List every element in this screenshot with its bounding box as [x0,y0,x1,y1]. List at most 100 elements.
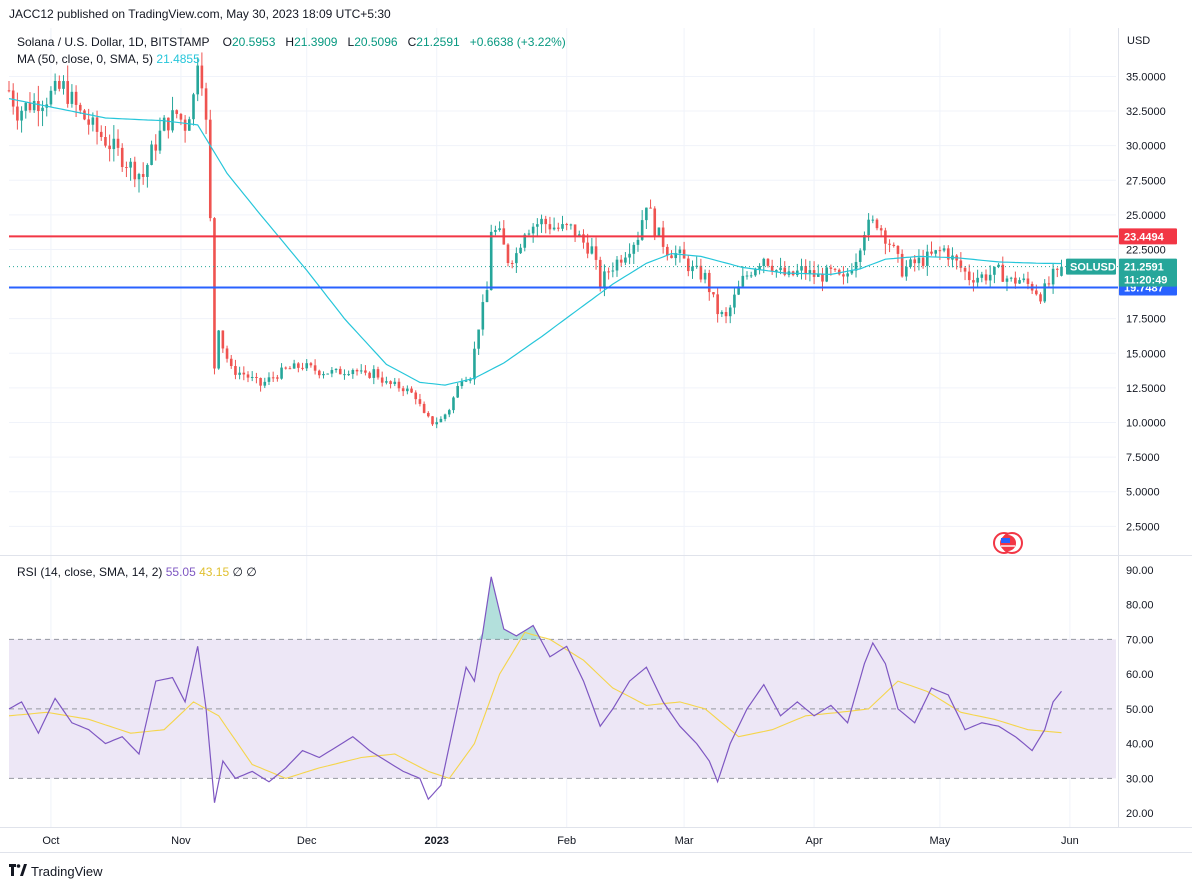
candle-body[interactable] [896,245,900,254]
candle-body[interactable] [586,242,589,254]
candle-body[interactable] [305,363,309,369]
candle-body[interactable] [188,119,191,131]
candle-body[interactable] [410,388,413,393]
candle-body[interactable] [158,130,162,151]
candle-body[interactable] [716,294,719,315]
candle-body[interactable] [62,81,65,89]
candle-body[interactable] [569,224,573,226]
candle-body[interactable] [863,235,866,251]
candle-body[interactable] [1060,266,1063,276]
candle-body[interactable] [338,368,342,375]
candle-body[interactable] [959,260,963,268]
candle-body[interactable] [544,218,548,225]
candle-body[interactable] [225,348,229,359]
candle-body[interactable] [909,259,912,267]
candle-body[interactable] [926,251,929,266]
candle-body[interactable] [326,373,329,375]
candle-body[interactable] [770,265,774,272]
candle-body[interactable] [439,418,443,423]
candle-body[interactable] [619,259,623,263]
candle-body[interactable] [489,231,493,291]
candle-body[interactable] [246,374,250,378]
candle-body[interactable] [20,110,23,121]
candle-body[interactable] [309,363,313,366]
candle-body[interactable] [104,137,107,146]
candle-body[interactable] [58,80,61,89]
candle-body[interactable] [66,81,70,104]
candle-body[interactable] [238,372,241,375]
candle-body[interactable] [406,388,409,392]
candle-body[interactable] [112,138,116,150]
candle-body[interactable] [934,250,937,254]
candle-body[interactable] [418,399,422,404]
candle-body[interactable] [108,145,111,150]
candle-body[interactable] [699,265,703,280]
candle-body[interactable] [473,348,476,380]
candle-body[interactable] [99,131,103,138]
candle-body[interactable] [695,265,698,267]
candle-body[interactable] [682,249,686,259]
rsi-legend[interactable]: RSI (14, close, SMA, 14, 2) 55.05 43.15 … [17,565,257,579]
candle-body[interactable] [527,233,531,235]
candle-body[interactable] [485,290,489,303]
candle-body[interactable] [590,246,594,254]
candle-body[interactable] [456,386,459,398]
candle-body[interactable] [116,138,120,148]
candle-body[interactable] [837,269,841,275]
candle-body[interactable] [972,280,975,283]
candle-body[interactable] [573,224,577,237]
candle-body[interactable] [452,397,455,411]
candle-body[interactable] [355,370,359,372]
candle-body[interactable] [347,374,350,376]
currency-label[interactable]: USD [1127,35,1151,47]
candle-body[interactable] [674,253,678,259]
candle-body[interactable] [640,220,644,240]
candle-body[interactable] [217,330,220,369]
candle-body[interactable] [7,90,11,92]
candle-body[interactable] [288,368,292,370]
candle-body[interactable] [842,274,845,277]
candle-body[interactable] [963,267,967,272]
candle-body[interactable] [443,414,447,419]
candle-body[interactable] [171,110,174,131]
candle-body[interactable] [565,224,568,226]
candle-body[interactable] [741,275,745,287]
candle-body[interactable] [183,119,187,131]
candle-body[interactable] [276,377,279,379]
candle-body[interactable] [150,144,153,165]
candle-body[interactable] [854,261,858,271]
candle-body[interactable] [250,376,254,378]
candle-body[interactable] [1005,278,1009,282]
candle-body[interactable] [175,110,179,114]
candle-body[interactable] [938,250,942,252]
candle-body[interactable] [686,258,690,272]
candle-body[interactable] [24,102,28,111]
candle-body[interactable] [32,101,36,111]
candle-body[interactable] [519,247,522,254]
candle-body[interactable] [1022,278,1026,281]
candle-body[interactable] [993,266,996,275]
candle-body[interactable] [540,218,543,225]
candle-body[interactable] [431,416,434,425]
candle-body[interactable] [921,257,925,266]
candle-body[interactable] [749,275,753,277]
candle-body[interactable] [858,250,862,262]
candle-body[interactable] [800,266,803,271]
candle-body[interactable] [263,381,267,386]
candle-body[interactable] [37,101,40,112]
candle-body[interactable] [628,253,631,258]
candle-body[interactable] [49,90,53,105]
candle-body[interactable] [460,381,464,387]
candle-body[interactable] [284,367,288,369]
candle-body[interactable] [733,294,736,308]
candle-body[interactable] [728,307,732,317]
candle-body[interactable] [468,379,472,381]
candle-body[interactable] [154,144,158,151]
candle-body[interactable] [146,164,149,177]
candle-body[interactable] [657,227,661,237]
candle-body[interactable] [481,302,485,330]
candle-body[interactable] [766,258,770,266]
candle-body[interactable] [330,370,334,374]
candle-body[interactable] [385,381,388,383]
candle-body[interactable] [351,370,355,375]
